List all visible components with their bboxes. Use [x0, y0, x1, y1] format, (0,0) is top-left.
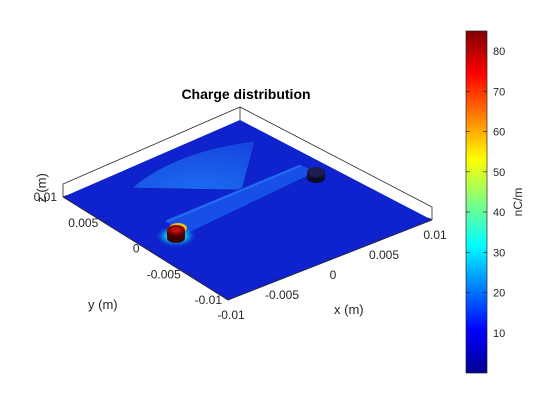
y-tick-label: -0.005: [147, 267, 181, 281]
shorting-via: [307, 167, 325, 183]
x-tick-label: 0.01: [423, 228, 447, 242]
x-tick-label: 0.005: [369, 248, 399, 262]
x-tick-label: 0: [330, 268, 337, 282]
y-axis-ticks: -0.01 -0.005 0 0.005 0.01: [34, 190, 233, 307]
x-tick-label: -0.005: [265, 288, 299, 302]
y-tick-mark: [145, 246, 150, 249]
y-tick-mark: [227, 298, 233, 301]
y-axis-label: y (m): [88, 297, 118, 312]
radial-stub: [131, 140, 256, 191]
y-tick-mark: [104, 220, 109, 224]
x-tick-mark: [377, 237, 382, 241]
colorbar-tick-label: 70: [493, 86, 505, 98]
y-tick-label: 0.005: [68, 216, 98, 230]
colorbar: 10 20 30 40 50 60 70 80 nC/m: [465, 30, 525, 374]
y-tick-mark: [186, 272, 191, 275]
y-tick-label: 0: [133, 242, 140, 256]
y-tick-label: 0.01: [34, 190, 58, 204]
colorbar-tick-label: 40: [493, 207, 505, 219]
colorbar-tick-label: 10: [493, 328, 505, 340]
z-axis-label: z (m): [34, 173, 49, 203]
x-tick-mark: [275, 277, 280, 281]
colorbar-tick-label: 60: [493, 127, 505, 139]
x-tick-label: -0.01: [217, 308, 245, 322]
x-tick-mark: [326, 257, 331, 261]
colorbar-tick-label: 20: [493, 288, 505, 300]
x-tick-mark: [224, 297, 229, 301]
axes-box: [62, 106, 433, 220]
chart-title: Charge distribution: [181, 86, 310, 102]
colorbar-gradient: [465, 30, 488, 374]
colorbar-label: nC/m: [511, 188, 525, 217]
colorbar-ticks: 10 20 30 40 50 60 70 80: [466, 46, 505, 340]
ground-plane: [63, 120, 432, 300]
x-tick-mark: [428, 217, 433, 221]
colorbar-tick-label: 30: [493, 247, 505, 259]
feed-via: [154, 223, 198, 248]
colorbar-tick-label: 80: [493, 46, 505, 58]
ground-plane-shade: [63, 120, 432, 300]
x-axis-label: x (m): [334, 302, 364, 317]
colorbar-tick-label: 50: [493, 167, 505, 179]
y-tick-mark: [62, 195, 68, 198]
y-tick-label: -0.01: [195, 293, 223, 307]
x-axis-ticks: -0.01 -0.005 0 0.005 0.01: [217, 217, 447, 322]
